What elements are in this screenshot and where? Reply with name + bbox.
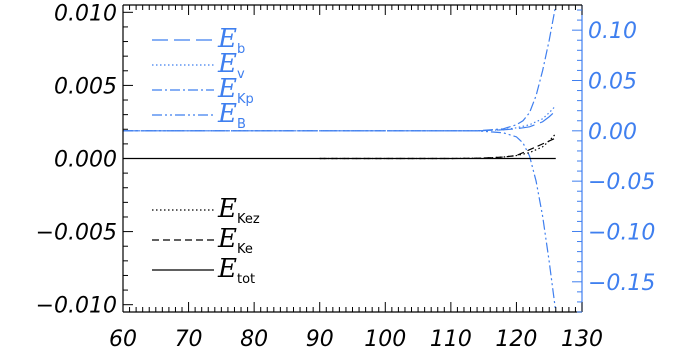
x-tick-label: 120 [495,327,537,352]
y-right-tick-label: −0.05 [588,170,655,195]
legend-label: Etot [217,254,255,287]
legend-entry: EKp [152,74,254,107]
legend-label: EKp [217,74,254,107]
x-tick-label: 60 [109,327,137,352]
series-line-e-b [123,130,557,312]
legend-entry: Ev [152,49,245,82]
y-right-tick-label: −0.15 [588,271,655,296]
y-right-tick-label: 0.10 [588,19,637,44]
y-left-tick-label: 0.005 [54,74,117,99]
axes: 60 70 80 90 100 110 120 130 0.010 0.005 0.000 −0.00… [36,1,656,352]
x-tick-label: 130 [561,327,603,352]
x-tick-label: 70 [175,327,203,352]
x-tick-label: 80 [240,327,268,352]
y-right-tick-label: −0.10 [588,220,655,245]
x-tick-label: 100 [364,327,406,352]
y-left-tick-label: 0.000 [54,148,117,173]
legend-entry: EB [152,99,246,132]
y-left-tick-label: −0.005 [36,221,117,246]
legend-entry: Eb [152,24,245,57]
legend-label: Eb [217,24,245,57]
legend-label: EKe [217,224,253,257]
legend-label: Ev [217,49,245,82]
series-line-e-v [123,105,557,132]
legend-entry: EKez [152,194,260,227]
legend-entry: EKe [152,224,253,257]
x-tick-label: 110 [430,327,472,352]
legend-label: EB [217,99,246,132]
plot-area [123,5,557,312]
x-tick-label: 90 [306,327,334,352]
y-left-tick-label: 0.010 [54,1,117,26]
legend-entry: Etot [152,254,255,287]
legend-label: EKez [217,194,260,227]
y-right-tick-label: 0.00 [588,120,637,145]
y-left-tick-label: −0.010 [36,294,117,319]
y-right-tick-label: 0.05 [588,69,637,94]
